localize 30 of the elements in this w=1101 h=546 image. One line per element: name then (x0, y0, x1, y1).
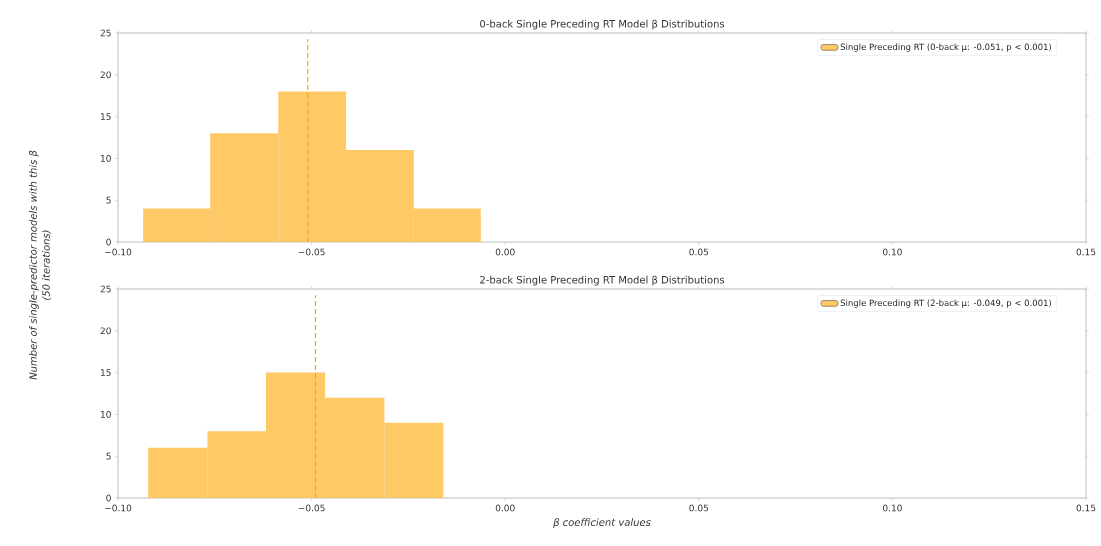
y-tick-label: 25 (100, 285, 111, 293)
legend-label: Single Preceding RT (0-back μ: -0.051, p < 0.001) (840, 43, 1052, 52)
y-tick-label: 0 (106, 238, 111, 246)
y-tick-label: 0 (106, 494, 111, 502)
y-tick-label: 10 (101, 410, 111, 418)
y-tick-label: 20 (100, 327, 111, 335)
x-tick-label: 0.15 (1076, 504, 1096, 512)
chart-title: 0-back Single Preceding RT Model β Distributions (480, 19, 725, 30)
chart-title: 2-back Single Preceding RT Model β Distributions (480, 275, 725, 286)
x-tick-label: 0.15 (1076, 248, 1096, 256)
y-tick-label: 20 (100, 71, 111, 79)
x-tick-label: 0.00 (495, 504, 515, 512)
x-tick-label: −0.10 (105, 504, 132, 512)
x-tick-label: 0.10 (882, 248, 902, 256)
y-tick-label: 5 (106, 452, 111, 460)
legend-label: Single Preceding RT (2-back μ: -0.049, p < 0.001) (840, 299, 1052, 308)
y-tick-label: 10 (101, 154, 111, 162)
y-axis-title: Number of single-predictor models with this β (50 iterations) (29, 150, 51, 380)
y-tick-label: 5 (106, 196, 111, 204)
x-tick-label: 0.05 (689, 504, 709, 512)
y-tick-label: 25 (100, 29, 111, 37)
x-tick-label: 0.10 (882, 504, 902, 512)
y-tick-label: 15 (101, 369, 111, 376)
y-tick-label: 15 (101, 113, 111, 120)
x-axis-title: β coefficient values (553, 518, 651, 528)
x-tick-label: 0.00 (495, 248, 515, 256)
x-tick-label: −0.10 (105, 248, 132, 256)
x-tick-label: −0.05 (298, 248, 325, 256)
x-tick-label: −0.05 (298, 504, 325, 512)
x-tick-label: 0.05 (689, 248, 709, 256)
